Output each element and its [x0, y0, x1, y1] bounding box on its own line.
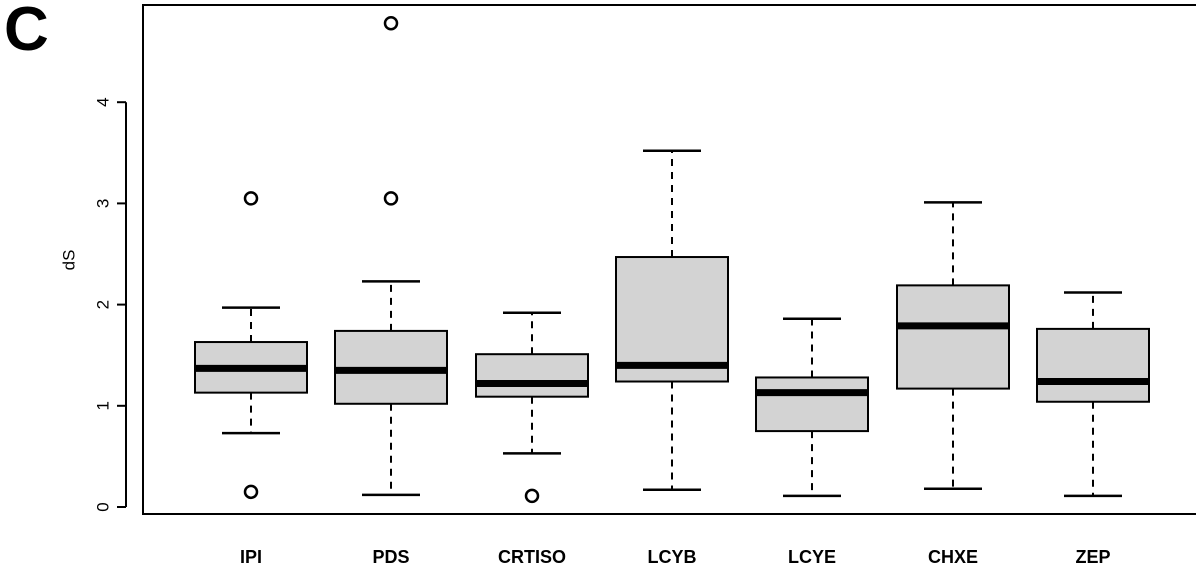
panel-label: C	[4, 0, 49, 64]
boxes-group	[194, 16, 1150, 504]
y-tick-label-2: 2	[93, 300, 112, 309]
outlier-point	[243, 191, 259, 206]
y-tick-label-3: 3	[93, 199, 112, 208]
box-chxe	[896, 201, 1010, 491]
box-iqr	[1036, 327, 1150, 403]
outlier-point	[383, 16, 399, 31]
x-tick-label-pds: PDS	[372, 547, 409, 567]
box-iqr	[896, 284, 1010, 390]
x-tick-label-chxe: CHXE	[928, 547, 978, 567]
outlier-point	[383, 191, 399, 206]
outlier-point	[524, 488, 540, 504]
x-axis-labels: IPI PDS CRTISO LCYB LCYE CHXE ZEP	[240, 547, 1111, 567]
box-iqr	[615, 256, 729, 383]
y-tick-label-0: 0	[93, 502, 112, 511]
box-lcye	[755, 317, 869, 498]
box-crtiso	[475, 311, 589, 504]
plot-frame	[142, 4, 1196, 515]
x-tick-label-lcye: LCYE	[788, 547, 836, 567]
y-axis: 0 1 2 3 4	[93, 97, 127, 512]
x-tick-label-lcyb: LCYB	[648, 547, 697, 567]
box-iqr	[475, 353, 589, 398]
outlier-point	[243, 484, 259, 500]
y-axis-title: dS	[59, 250, 78, 271]
box-ipi	[194, 191, 308, 500]
box-lcyb	[615, 149, 729, 492]
x-tick-label-zep: ZEP	[1075, 547, 1110, 567]
y-tick-label-4: 4	[93, 97, 112, 106]
x-tick-label-ipi: IPI	[240, 547, 262, 567]
box-iqr	[755, 376, 869, 433]
box-zep	[1036, 291, 1150, 498]
box-pds	[334, 16, 448, 497]
x-tick-label-crtiso: CRTISO	[498, 547, 566, 567]
y-tick-label-1: 1	[93, 401, 112, 410]
